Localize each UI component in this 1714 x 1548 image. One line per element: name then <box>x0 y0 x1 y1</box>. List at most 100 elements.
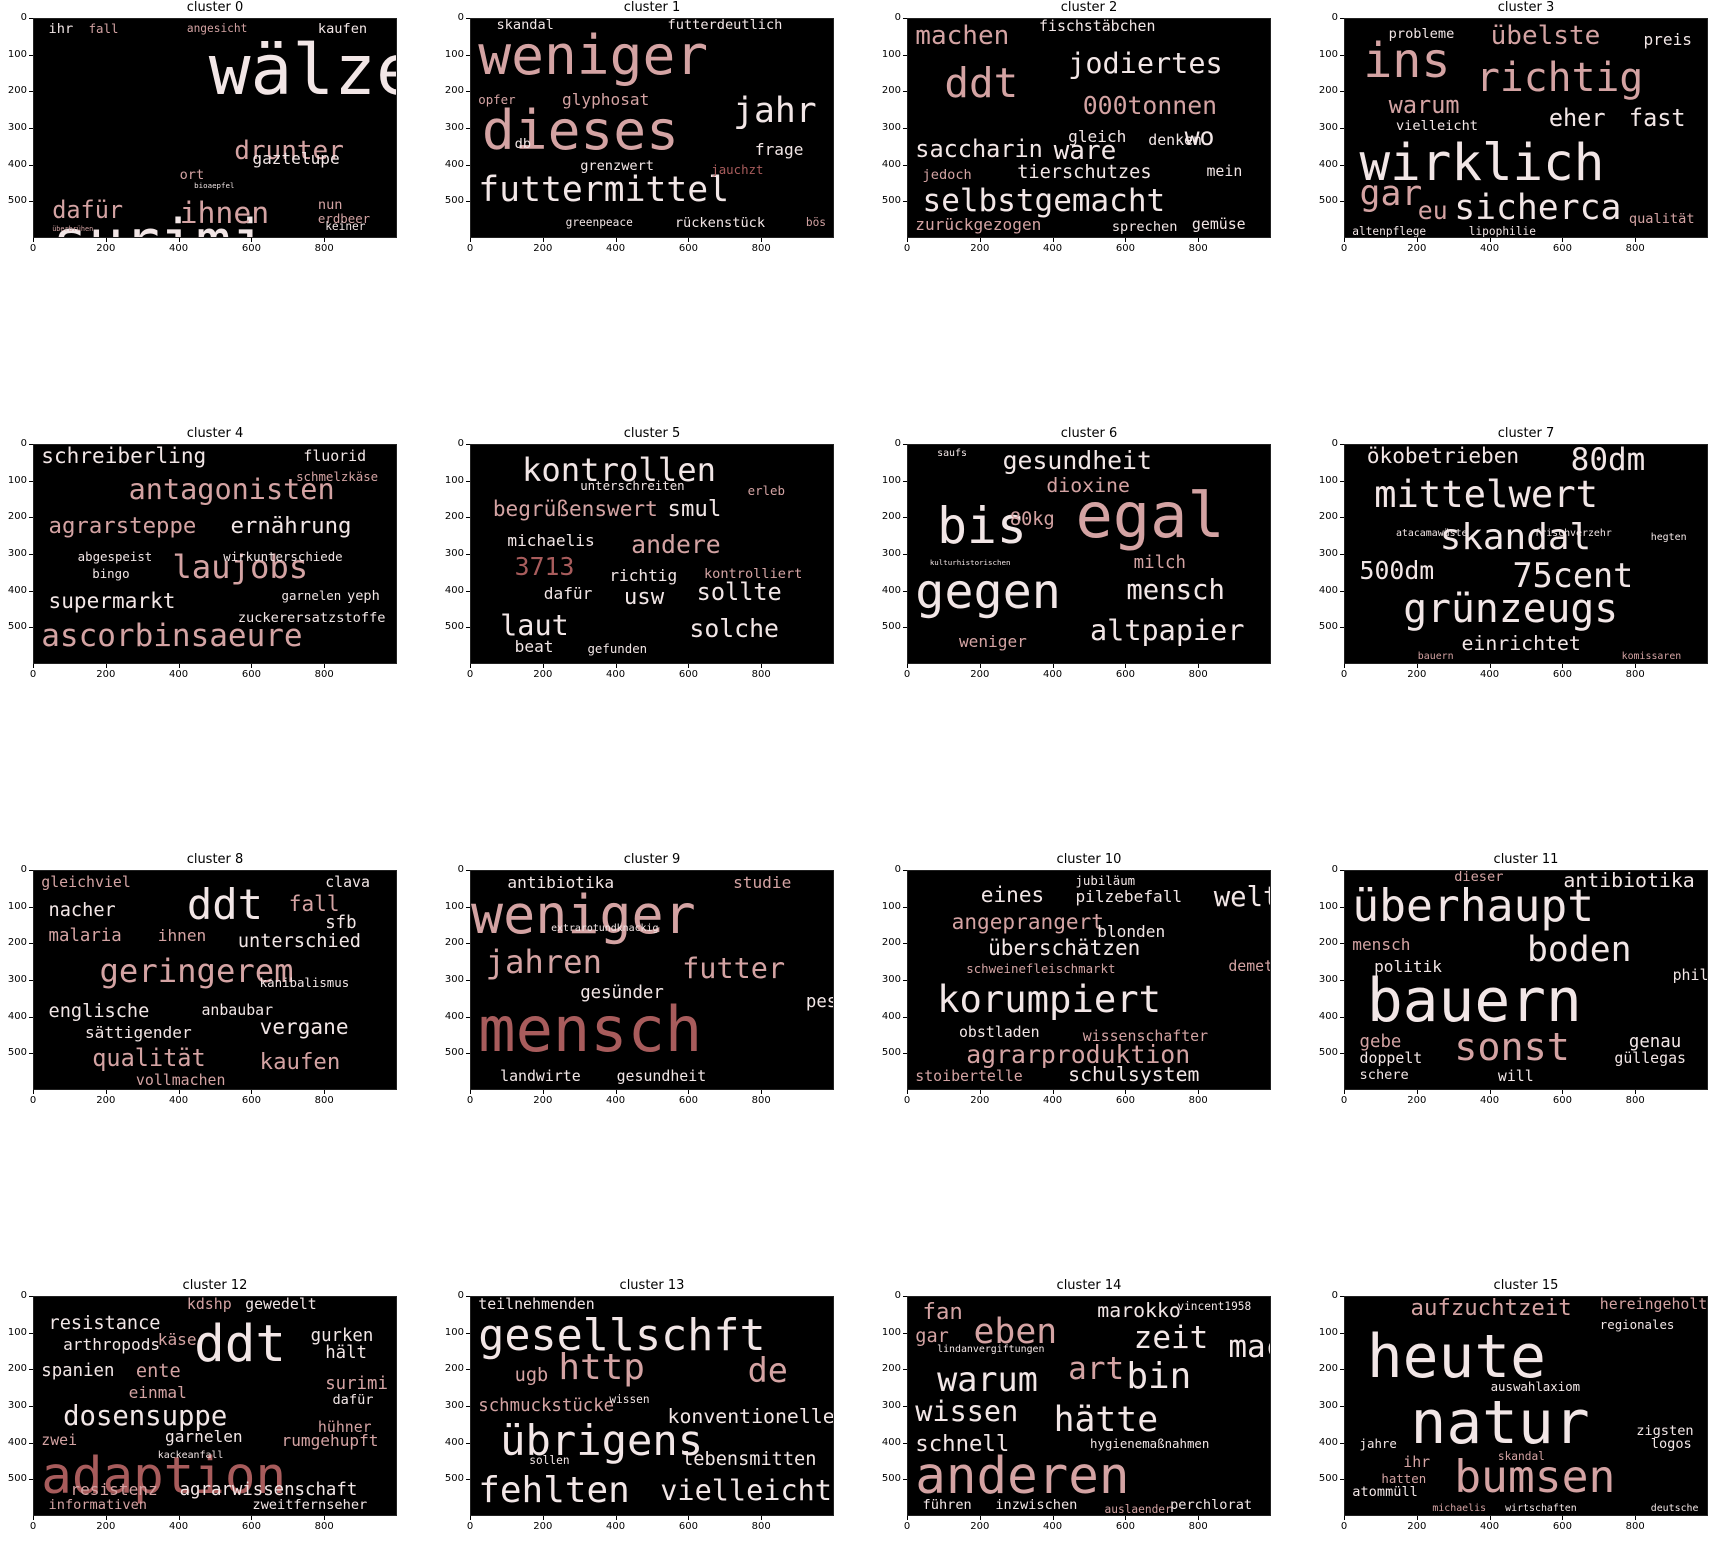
y-tick-label: 400 <box>881 1010 901 1022</box>
y-tick-mark <box>903 201 907 203</box>
y-tick-mark <box>903 627 907 629</box>
y-tick-mark <box>1340 627 1344 629</box>
cloud-word: aufzuchtzeit <box>1410 1296 1572 1321</box>
x-tick-mark <box>105 1516 107 1520</box>
cloud-word: schnell <box>915 1431 1010 1458</box>
cloud-word: futter <box>682 951 786 985</box>
y-tick-label: 0 <box>457 864 464 875</box>
y-tick-label: 0 <box>1331 12 1338 23</box>
cloud-word: erleb <box>747 482 785 498</box>
x-tick-mark <box>1052 1516 1054 1520</box>
y-tick-label: 100 <box>7 1326 27 1338</box>
x-tick-label: 800 <box>314 1095 334 1106</box>
y-tick-mark <box>1340 1442 1344 1444</box>
cloud-word: wirtschaften <box>1505 1502 1577 1514</box>
cloud-word: frischverzehr <box>1534 527 1612 539</box>
cloud-word: eines <box>980 882 1045 908</box>
cloud-word: wo <box>1184 121 1215 151</box>
cloud-word: einmal <box>128 1383 187 1402</box>
y-tick-mark <box>1340 1016 1344 1018</box>
cloud-word: gar <box>1359 174 1423 215</box>
cloud-word: machst <box>1228 1329 1270 1366</box>
x-tick-mark <box>1562 1516 1564 1520</box>
cloud-word: laujobs <box>172 547 309 586</box>
cloud-word: teilnehmenden <box>478 1296 595 1313</box>
x-tick-mark <box>1344 238 1345 242</box>
cloud-word: geringerem <box>99 951 294 990</box>
x-tick-label: 0 <box>29 243 37 254</box>
cloud-word: sfb <box>325 913 357 933</box>
y-tick-label: 300 <box>1318 974 1338 985</box>
cloud-word: überbrühen <box>52 224 94 233</box>
cloud-word: güllegas <box>1614 1049 1687 1068</box>
wordcloud-image: schreiberling fluorid antagonisten agrarste… <box>33 444 397 664</box>
panel-title: cluster 1 <box>623 0 681 15</box>
y-tick-label: 200 <box>1318 937 1338 949</box>
cloud-word: vielleicht <box>1395 118 1478 135</box>
y-tick-mark <box>466 590 470 592</box>
x-tick-mark <box>470 664 471 668</box>
y-tick-label: 400 <box>444 158 464 170</box>
cloud-word: atommüll <box>1352 1484 1418 1501</box>
panel-title: cluster 3 <box>1497 0 1555 15</box>
x-tick-label: 0 <box>903 669 911 680</box>
x-tick-label: 400 <box>169 243 189 254</box>
y-tick-mark <box>29 1369 33 1371</box>
x-tick-label: 800 <box>1625 243 1645 254</box>
cloud-word: obstladen <box>958 1023 1040 1041</box>
x-tick-label: 400 <box>606 1521 626 1532</box>
cloud-word: kanibalismus <box>259 974 350 990</box>
cloud-word: grenzwert <box>580 157 655 174</box>
cloud-word: weniger <box>471 883 696 946</box>
y-tick-label: 300 <box>444 974 464 985</box>
y-tick-mark <box>903 980 907 981</box>
x-tick-label: 200 <box>533 1095 553 1106</box>
cloud-word: usw <box>623 583 665 610</box>
x-tick-mark <box>1125 1090 1127 1094</box>
x-tick-label: 400 <box>1043 1521 1063 1532</box>
cluster-panel: cluster 14 fan eben marokko vincent1958 zeit g… <box>877 1278 1281 1548</box>
x-tick-label: 600 <box>678 669 698 680</box>
cloud-word: rumgehupft <box>281 1431 379 1451</box>
y-tick-label: 0 <box>457 12 464 23</box>
y-tick-mark <box>29 480 33 482</box>
x-tick-mark <box>615 1516 617 1520</box>
y-tick-label: 500 <box>444 1047 464 1059</box>
y-tick-mark <box>903 554 907 555</box>
x-tick-label: 800 <box>751 1521 771 1532</box>
y-tick-label: 500 <box>7 1047 27 1059</box>
cloud-word: ökobetrieben <box>1366 444 1520 468</box>
x-tick-mark <box>907 1090 908 1094</box>
y-tick-label: 0 <box>1331 864 1338 875</box>
cloud-word: schere <box>1359 1067 1409 1083</box>
y-tick-label: 400 <box>881 584 901 596</box>
cluster-panel: cluster 7 ökobetrieben 80dm mittelwert skand… <box>1314 426 1714 696</box>
panel-title: cluster 13 <box>619 1278 685 1293</box>
y-tick-label: 200 <box>7 1363 27 1375</box>
cloud-word: abgespeist <box>77 548 153 564</box>
x-tick-label: 0 <box>903 1521 911 1532</box>
y-tick-label: 0 <box>20 438 27 449</box>
cloud-word: hätte <box>1053 1399 1159 1440</box>
cloud-word: sättigender <box>84 1023 192 1042</box>
cluster-panel: cluster 12 kdshp gewedelt resistance arthrop… <box>3 1278 407 1548</box>
x-tick-label: 0 <box>29 669 37 680</box>
y-tick-mark <box>29 54 33 56</box>
cloud-word: ente <box>135 1361 181 1382</box>
cloud-word: 3713 <box>514 552 575 581</box>
y-tick-mark <box>466 1369 470 1371</box>
cloud-word: resistenz <box>70 1479 158 1499</box>
x-tick-label: 200 <box>1407 669 1427 680</box>
panel-title: cluster 4 <box>186 426 244 441</box>
y-tick-mark <box>466 480 470 482</box>
y-tick-mark <box>29 943 33 945</box>
y-tick-mark <box>1340 943 1344 945</box>
wordcloud-image: weniger dieses futtermittel jahr glyphosat fr… <box>470 18 834 238</box>
y-tick-mark <box>29 590 33 592</box>
cloud-word: kackeanfall <box>157 1450 224 1461</box>
y-tick-mark <box>903 54 907 56</box>
cloud-word: michaelis <box>507 531 595 550</box>
y-tick-mark <box>903 1296 907 1297</box>
y-tick-label: 300 <box>881 122 901 133</box>
cloud-word: phil2302 <box>1672 965 1708 984</box>
